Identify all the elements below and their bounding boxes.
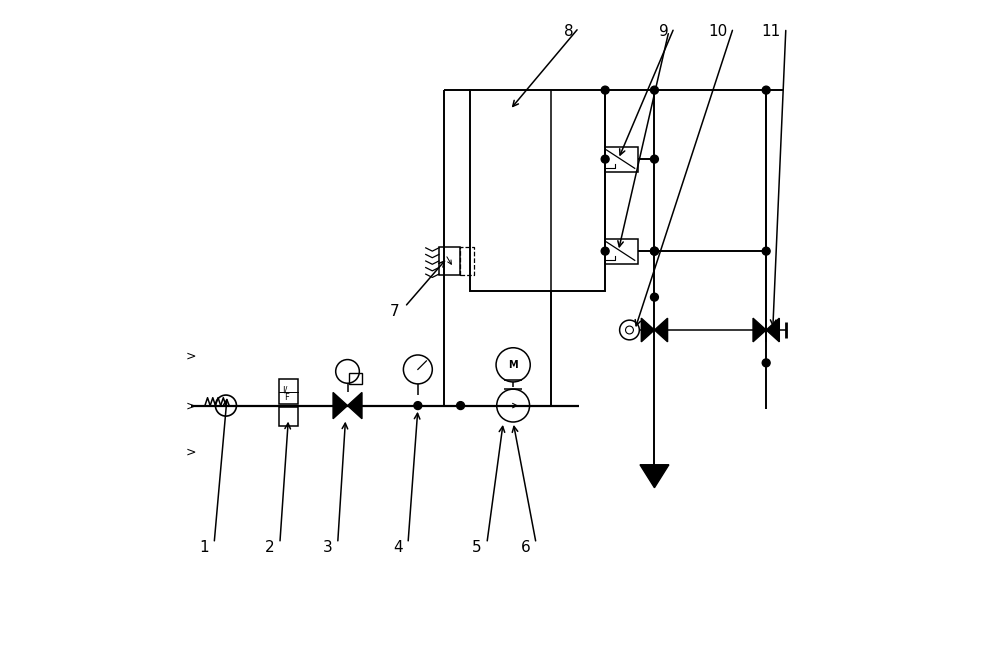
Polygon shape <box>766 318 779 342</box>
Text: 8: 8 <box>564 24 574 40</box>
Polygon shape <box>348 393 362 418</box>
Circle shape <box>762 248 770 255</box>
Text: M: M <box>508 360 518 370</box>
Bar <box>460 247 474 275</box>
Text: 11: 11 <box>761 24 781 40</box>
Text: 10: 10 <box>709 24 728 40</box>
Polygon shape <box>753 318 766 342</box>
Circle shape <box>651 248 658 255</box>
Circle shape <box>651 248 658 255</box>
Text: 3: 3 <box>323 541 332 555</box>
Polygon shape <box>654 318 668 342</box>
Circle shape <box>762 359 770 367</box>
Text: $>$: $>$ <box>183 399 197 412</box>
Circle shape <box>651 155 658 163</box>
Text: I/: I/ <box>282 385 288 394</box>
Text: 5: 5 <box>472 541 482 555</box>
Polygon shape <box>333 393 348 418</box>
Bar <box>470 90 605 290</box>
Bar <box>605 239 638 263</box>
Circle shape <box>762 86 770 94</box>
Polygon shape <box>641 318 654 342</box>
Circle shape <box>601 248 609 255</box>
Text: 4: 4 <box>393 541 403 555</box>
Bar <box>349 374 362 384</box>
Text: 6: 6 <box>521 541 531 555</box>
Text: 7: 7 <box>390 304 399 319</box>
Text: $>$: $>$ <box>183 445 197 458</box>
Text: 1: 1 <box>199 541 209 555</box>
Bar <box>439 247 460 275</box>
Text: 9: 9 <box>659 24 669 40</box>
Circle shape <box>651 86 658 94</box>
Text: 2: 2 <box>265 541 275 555</box>
Text: $>$: $>$ <box>183 350 197 363</box>
Circle shape <box>457 402 465 409</box>
Circle shape <box>601 155 609 163</box>
Circle shape <box>651 293 658 301</box>
Text: F: F <box>285 393 289 402</box>
Bar <box>279 379 298 405</box>
Bar <box>279 407 298 426</box>
Circle shape <box>601 86 609 94</box>
Circle shape <box>414 402 422 409</box>
Polygon shape <box>640 465 669 488</box>
Bar <box>605 147 638 172</box>
